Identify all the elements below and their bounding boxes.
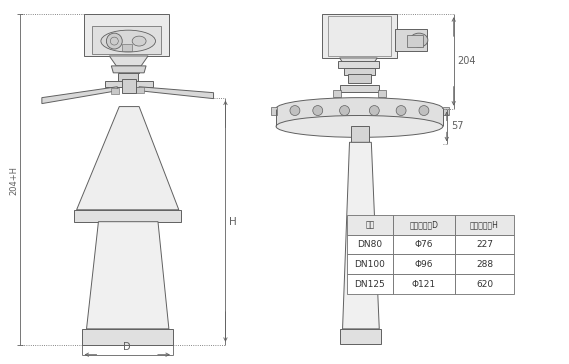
Text: D: D	[123, 342, 131, 352]
Ellipse shape	[132, 36, 146, 46]
Text: 喇叶口高度H: 喇叶口高度H	[470, 220, 499, 229]
Bar	[378, 90, 386, 97]
Bar	[395, 29, 427, 51]
Bar	[340, 329, 381, 344]
Bar	[393, 234, 455, 254]
Bar	[271, 107, 277, 115]
Bar	[333, 90, 341, 97]
Ellipse shape	[276, 98, 443, 119]
Text: 法兰: 法兰	[365, 220, 374, 229]
Polygon shape	[86, 222, 169, 329]
Bar	[443, 107, 449, 115]
Bar	[81, 329, 173, 345]
Polygon shape	[109, 56, 148, 66]
Text: 57: 57	[451, 122, 463, 131]
Polygon shape	[77, 107, 179, 210]
Text: DN100: DN100	[354, 260, 385, 269]
Text: 204: 204	[457, 56, 476, 66]
Circle shape	[396, 106, 406, 115]
Bar	[393, 215, 455, 234]
Text: 204+H: 204+H	[10, 166, 19, 194]
Bar	[276, 108, 443, 126]
Ellipse shape	[276, 115, 443, 137]
Bar	[105, 81, 153, 87]
Text: DN80: DN80	[357, 240, 382, 249]
Text: Φ96: Φ96	[415, 260, 433, 269]
Bar	[347, 234, 393, 254]
Circle shape	[369, 106, 380, 115]
Polygon shape	[139, 87, 213, 99]
Bar	[347, 274, 393, 294]
Circle shape	[340, 106, 349, 115]
Bar	[122, 79, 136, 93]
Bar	[328, 16, 391, 56]
Bar	[347, 254, 393, 274]
Bar	[119, 66, 139, 73]
Text: Φ76: Φ76	[415, 240, 433, 249]
Text: H: H	[229, 217, 237, 227]
Bar	[340, 85, 380, 92]
Bar	[455, 234, 514, 254]
Polygon shape	[340, 58, 377, 68]
Bar	[93, 26, 161, 54]
Text: DN125: DN125	[354, 280, 385, 289]
Bar	[321, 14, 397, 58]
Bar	[112, 88, 119, 94]
Polygon shape	[42, 87, 117, 104]
Bar	[455, 215, 514, 234]
Text: 620: 620	[476, 280, 493, 289]
Bar	[122, 44, 132, 51]
Bar	[352, 126, 369, 142]
Bar	[455, 254, 514, 274]
Bar	[393, 274, 455, 294]
Bar	[337, 61, 380, 68]
Text: Φ121: Φ121	[412, 280, 436, 289]
Ellipse shape	[101, 30, 155, 52]
Bar	[118, 73, 138, 83]
Polygon shape	[112, 66, 146, 73]
Text: 227: 227	[476, 240, 493, 249]
Bar	[344, 68, 376, 75]
Circle shape	[313, 106, 323, 115]
Circle shape	[106, 33, 122, 49]
Text: 288: 288	[476, 260, 493, 269]
Bar	[393, 254, 455, 274]
Bar	[407, 35, 423, 47]
Bar	[73, 210, 181, 222]
Circle shape	[290, 106, 300, 115]
Bar	[347, 215, 393, 234]
Bar	[455, 274, 514, 294]
Ellipse shape	[410, 33, 428, 47]
Text: 喇叶口直径D: 喇叶口直径D	[410, 220, 439, 229]
Circle shape	[419, 106, 429, 115]
Polygon shape	[343, 142, 380, 329]
Bar	[348, 74, 372, 83]
Bar	[84, 14, 169, 56]
Bar	[136, 87, 144, 93]
